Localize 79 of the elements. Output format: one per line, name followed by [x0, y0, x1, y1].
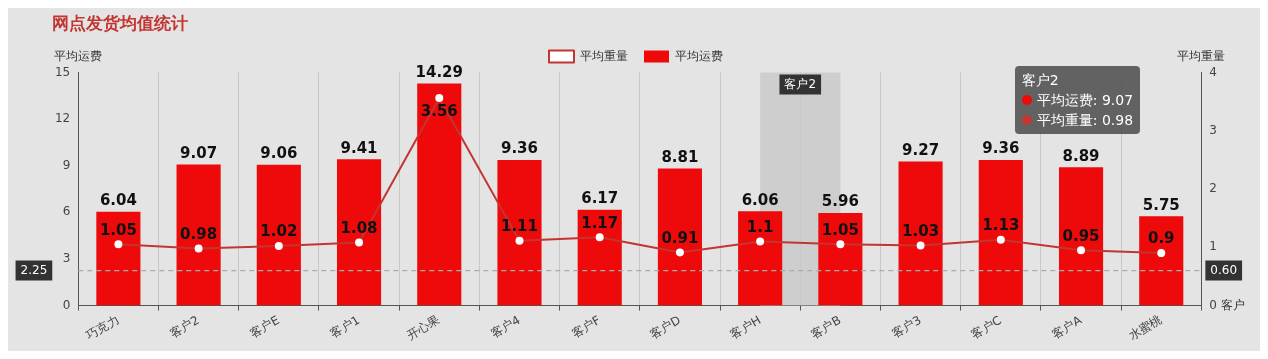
bar [818, 212, 863, 306]
x-tick-label: 开心果 [404, 312, 443, 344]
x-axis-title: 客户 [1221, 297, 1246, 312]
data-label: 3.56 [420, 102, 458, 121]
y2-tick-label: 2 [1209, 181, 1218, 196]
y-axis-title: 平均运费 [54, 48, 103, 63]
y2-tick-label: 4 [1209, 64, 1218, 79]
x-tick-label: 客户E [247, 312, 282, 341]
y-tick-label: 12 [54, 111, 71, 126]
chart-title: 网点发货均值统计 [52, 12, 188, 33]
x-tick-label: 客户2 [167, 312, 202, 341]
legend-label: 平均运费 [675, 48, 723, 63]
data-label: 6.04 [99, 191, 137, 210]
data-label: 1.05 [99, 220, 137, 239]
data-label: 8.81 [661, 148, 699, 166]
y-tick-label: 9 [62, 157, 71, 172]
x-tick-label: 客户1 [327, 312, 363, 341]
data-label: 1.13 [982, 216, 1020, 235]
bar [417, 83, 462, 306]
y2-tick-label: 0 [1209, 297, 1218, 312]
data-label: 9.36 [500, 139, 538, 158]
bar [738, 211, 783, 306]
bar [256, 164, 301, 306]
data-label: 9.41 [340, 138, 378, 157]
y-tick-label: 6 [62, 204, 71, 219]
data-label: 1.05 [821, 220, 859, 239]
data-label: 1.17 [581, 213, 619, 232]
data-label: 9.07 [180, 143, 218, 162]
bar [96, 211, 141, 306]
data-label: 5.75 [1142, 195, 1180, 214]
legend-label: 平均重量 [580, 48, 628, 63]
data-label: 6.06 [741, 190, 779, 209]
x-tick-label: 客户C [968, 312, 1004, 342]
y-tick-label: 3 [62, 251, 71, 266]
x-tick-label: 客户D [647, 312, 683, 342]
bar [657, 168, 702, 306]
data-label: 1.08 [340, 218, 378, 237]
annotation: 平均运费: 9.07 [1036, 91, 1134, 111]
data-label: 8.89 [1062, 146, 1100, 165]
data-label: 0.98 [180, 224, 218, 243]
bar [898, 161, 943, 306]
data-label: 5.96 [821, 192, 859, 211]
x-tick-label: 客户F [569, 312, 603, 341]
annotation: 客户2 [1021, 71, 1059, 91]
annotation: 平均重量: 0.98 [1036, 111, 1134, 131]
data-label: 0.95 [1062, 226, 1100, 245]
data-label: 1.03 [902, 221, 940, 240]
band-label: 客户2 [784, 76, 817, 91]
x-tick-label: 水蜜桃 [1126, 312, 1165, 344]
y2-tick-label: 3 [1209, 122, 1218, 137]
y2-axis-title: 平均重量 [1177, 48, 1226, 63]
data-label: 14.29 [415, 62, 463, 81]
data-label: 1.02 [260, 222, 298, 241]
data-label: 9.36 [982, 139, 1020, 158]
data-label: 1.11 [500, 217, 538, 236]
bar [497, 160, 542, 306]
x-tick-label: 客户A [1049, 312, 1085, 342]
x-tick-label: 客户H [727, 312, 764, 342]
text: 0.60 [1210, 262, 1238, 277]
y-tick-label: 0 [62, 297, 71, 312]
bar [1058, 167, 1104, 306]
bar [336, 159, 382, 306]
x-tick-label: 客户4 [488, 312, 523, 341]
data-label: 6.17 [581, 189, 619, 208]
bar [176, 164, 221, 306]
data-label: 9.27 [902, 140, 940, 159]
data-label: 1.1 [746, 217, 774, 236]
bar [1139, 216, 1184, 306]
data-label: 9.06 [260, 144, 298, 163]
y2-tick-label: 1 [1209, 239, 1218, 254]
ref-line-label: 2.25 [20, 262, 48, 277]
y-tick-label: 15 [54, 64, 71, 79]
bar [577, 209, 622, 306]
bar [978, 160, 1023, 306]
x-tick-label: 巧克力 [83, 312, 122, 344]
data-label: 0.91 [661, 228, 699, 247]
data-label: 0.9 [1147, 229, 1175, 248]
x-tick-label: 客户B [808, 312, 844, 342]
x-tick-label: 客户3 [889, 312, 924, 341]
